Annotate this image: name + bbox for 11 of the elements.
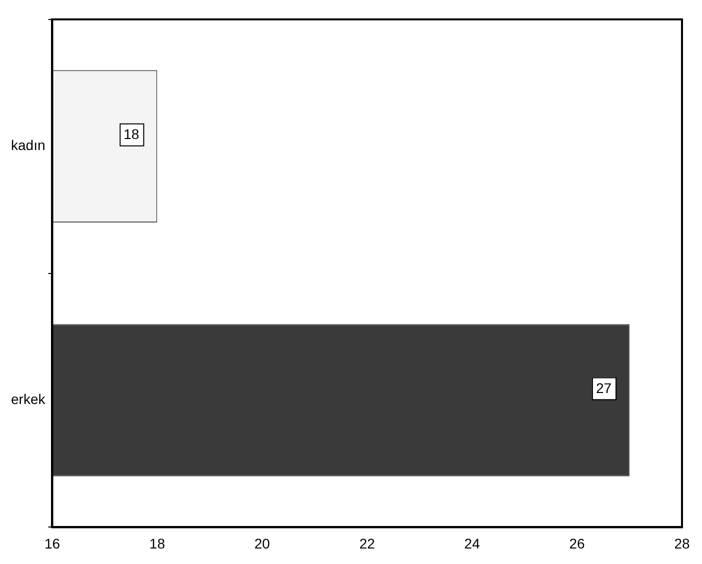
x-tick-label: 16 <box>44 535 60 552</box>
x-tick-label: 22 <box>359 535 376 552</box>
y-tick-label: erkek <box>11 391 46 408</box>
data-label: 18 <box>124 126 140 142</box>
x-tick-label: 26 <box>569 535 586 552</box>
x-tick-label: 20 <box>254 535 270 552</box>
x-tick-label: 18 <box>149 535 166 552</box>
x-tick-label: 24 <box>464 535 480 552</box>
y-tick-label: kadın <box>11 137 46 154</box>
data-label: 27 <box>596 380 612 396</box>
x-tick-label: 28 <box>674 535 690 552</box>
